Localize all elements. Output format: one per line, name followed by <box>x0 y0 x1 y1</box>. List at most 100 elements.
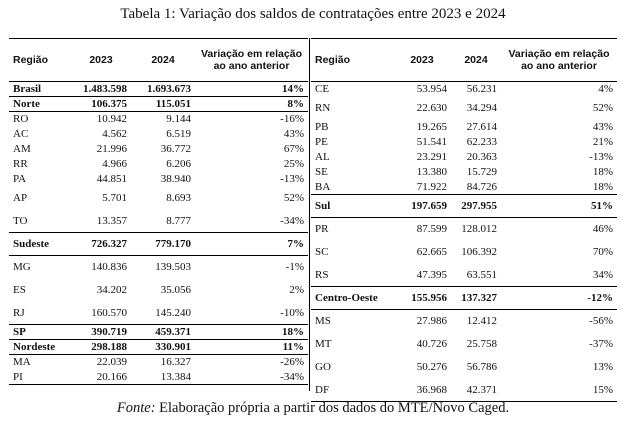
table-row: ES 34.202 35.056 2% <box>9 279 308 302</box>
value-2024-cell: 128.012 <box>461 223 497 236</box>
region-cell: PB <box>315 121 329 133</box>
table-row: Nordeste 298.188 330.901 11% <box>9 339 308 355</box>
value-2024-cell: 779.170 <box>131 232 195 256</box>
variation-cell: -12% <box>501 286 617 310</box>
table-row: MG 140.836 139.503 -1% <box>9 256 308 279</box>
value-2023-cell: 21.996 <box>96 143 127 155</box>
table-row: BA 71.922 84.726 18% <box>311 180 617 195</box>
region-cell: RJ <box>13 306 25 319</box>
value-2024-cell: 297.955 <box>451 194 501 218</box>
variation-cell: 43% <box>592 121 613 133</box>
table-row: Sul 197.659 297.955 51% <box>311 194 617 218</box>
value-2023-cell: 27.986 <box>416 315 447 328</box>
value-2023-cell: 40.726 <box>416 338 447 350</box>
region-cell: PI <box>13 370 23 383</box>
region-cell: Sudeste <box>9 232 71 256</box>
right-table-header: Região 2023 2024 Variação em relação ao … <box>311 38 617 82</box>
table-row: MA 22.039 16.327 -26% <box>9 355 308 370</box>
variation-cell: 13% <box>592 361 613 373</box>
table-row: SE 13.380 15.729 18% <box>311 165 617 180</box>
variation-cell: 67% <box>283 143 304 155</box>
region-cell: RS <box>315 268 329 281</box>
table-row: SC 62.665 106.392 70% <box>311 241 617 264</box>
header-region: Região <box>315 54 351 66</box>
value-2023-cell: 197.659 <box>393 194 451 218</box>
value-2024-cell: 16.327 <box>160 356 191 369</box>
variation-cell: 14% <box>195 81 308 97</box>
value-2024-cell: 137.327 <box>451 286 501 310</box>
value-2023-cell: 140.836 <box>91 261 127 274</box>
value-2024-cell: 56.231 <box>466 83 497 96</box>
variation-cell: 18% <box>592 166 613 178</box>
value-2024-cell: 139.503 <box>155 261 191 274</box>
value-2024-cell: 62.233 <box>466 136 497 148</box>
table-row: PE 51.541 62.233 21% <box>311 135 617 150</box>
variation-cell: 11% <box>195 339 308 355</box>
region-cell: SC <box>315 246 329 258</box>
variation-cell: -37% <box>589 338 613 350</box>
variation-cell: 52% <box>592 102 613 114</box>
region-cell: SP <box>9 324 71 340</box>
region-cell: AP <box>13 192 28 204</box>
table-row: GO 50.276 56.786 13% <box>311 356 617 379</box>
value-2024-cell: 145.240 <box>155 306 191 319</box>
value-2023-cell: 44.851 <box>96 173 127 185</box>
region-cell: MA <box>13 356 31 369</box>
table-row: AC 4.562 6.519 43% <box>9 127 308 142</box>
table-row: TO 13.357 8.777 -34% <box>9 210 308 233</box>
value-2023-cell: 298.188 <box>71 339 131 355</box>
source-note: Fonte: Elaboração própria a partir dos d… <box>0 399 626 417</box>
variation-cell: 25% <box>283 158 304 170</box>
table-row: RJ 160.570 145.240 -10% <box>9 302 308 325</box>
table-caption: Tabela 1: Variação dos saldos de contrat… <box>120 6 506 22</box>
table-row: Norte 106.375 115.051 8% <box>9 96 308 112</box>
region-cell: ES <box>13 284 26 296</box>
region-cell: Brasil <box>9 81 71 97</box>
right-table: Região 2023 2024 Variação em relação ao … <box>311 38 617 402</box>
region-cell: AL <box>315 151 330 163</box>
header-2024: 2024 <box>464 54 488 66</box>
value-2023-cell: 47.395 <box>416 268 447 281</box>
value-2023-cell: 36.968 <box>416 383 447 396</box>
table-row: Centro-Oeste 155.956 137.327 -12% <box>311 286 617 310</box>
value-2024-cell: 6.519 <box>166 128 191 140</box>
value-2024-cell: 13.384 <box>160 370 191 383</box>
column-divider <box>309 38 310 391</box>
value-2024-cell: 20.363 <box>466 151 497 163</box>
table-row: CE 53.954 56.231 4% <box>311 82 617 97</box>
region-cell: MT <box>315 338 332 350</box>
header-region: Região <box>13 54 49 66</box>
variation-cell: -34% <box>280 370 304 383</box>
value-2024-cell: 8.693 <box>166 192 191 204</box>
value-2023-cell: 160.570 <box>91 306 127 319</box>
value-2024-cell: 56.786 <box>466 361 497 373</box>
variation-cell: 52% <box>283 192 304 204</box>
value-2023-cell: 23.291 <box>416 151 447 163</box>
value-2024-cell: 42.371 <box>466 383 497 396</box>
value-2023-cell: 390.719 <box>71 324 131 340</box>
region-cell: GO <box>315 361 331 373</box>
variation-cell: 43% <box>283 128 304 140</box>
variation-cell: -13% <box>589 151 613 163</box>
header-variation-line1: Variação em relação <box>201 48 302 60</box>
header-variation: Variação em relação ao ano anterior <box>501 39 617 82</box>
header-variation-line2: ao ano anterior <box>521 60 597 72</box>
table-row: AM 21.996 36.772 67% <box>9 142 308 157</box>
table-row: PB 19.265 27.614 43% <box>311 120 617 135</box>
source-text: Elaboração própria a partir dos dados do… <box>155 400 510 416</box>
region-cell: RO <box>13 113 29 126</box>
value-2024-cell: 12.412 <box>466 315 497 328</box>
value-2024-cell: 84.726 <box>466 180 497 193</box>
left-table: Região 2023 2024 Variação em relação ao … <box>9 38 308 385</box>
value-2023-cell: 22.039 <box>96 356 127 369</box>
variation-cell: -16% <box>280 113 304 126</box>
value-2023-cell: 106.375 <box>71 96 131 112</box>
region-cell: Nordeste <box>9 339 71 355</box>
value-2023-cell: 10.942 <box>96 113 127 126</box>
header-variation: Variação em relação ao ano anterior <box>195 39 308 82</box>
value-2023-cell: 1.483.598 <box>71 81 131 97</box>
table-row: PR 87.599 128.012 46% <box>311 218 617 241</box>
value-2023-cell: 51.541 <box>416 136 447 148</box>
table-row: AP 5.701 8.693 52% <box>9 187 308 210</box>
region-cell: PR <box>315 223 329 236</box>
